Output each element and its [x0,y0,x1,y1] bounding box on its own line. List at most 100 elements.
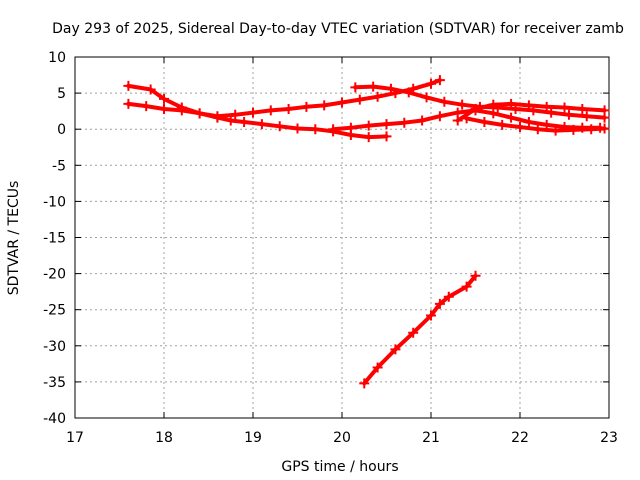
data-point [359,378,370,389]
x-axis-title: GPS time / hours [281,459,398,475]
data-point [461,281,472,292]
x-tick-label: 23 [600,430,618,446]
data-point [434,111,445,122]
data-point [523,100,534,111]
data-point [546,107,557,118]
data-point [586,124,597,135]
y-tick-label: 5 [57,86,66,102]
data-point [488,108,499,119]
data-point [123,98,134,109]
data-point [212,111,223,122]
data-point [426,78,436,89]
y-tick-label: 10 [48,50,66,66]
data-point [408,327,419,338]
data-point [319,100,330,111]
x-tick-label: 21 [422,430,440,446]
data-point [301,101,312,112]
data-point [283,103,294,114]
data-point [350,82,361,93]
data-point [399,117,410,128]
chart-title: Day 293 of 2025, Sidereal Day-to-day VTE… [52,21,624,37]
data-point [506,98,517,109]
data-point [274,121,285,132]
data-point [421,92,432,103]
y-tick-label: -25 [43,303,66,319]
data-point [265,105,276,116]
series-line [126,83,389,140]
data-point [372,362,383,373]
data-point [559,102,570,113]
data-point [368,81,379,92]
data-point [479,116,490,127]
data-point [381,131,392,142]
data-point [581,111,592,122]
y-axis-title: SDTVAR / TECUs [6,181,22,296]
series-track-4 [350,81,610,123]
data-point [470,270,481,281]
data-point [145,84,156,95]
data-point [354,94,365,105]
data-marks [123,75,610,389]
data-point [457,99,468,110]
data-point [532,124,543,135]
y-tick-label: -35 [43,375,66,391]
y-tick-label: 0 [57,122,66,138]
data-point [310,124,321,135]
series-track-5 [452,98,610,126]
data-point [568,124,579,135]
data-point [345,122,356,133]
data-point [523,116,534,127]
y-tick-label: -10 [43,194,66,210]
data-point [434,75,445,86]
data-point [470,103,481,114]
data-point [488,99,499,110]
data-point [390,344,401,355]
data-point [541,101,552,112]
data-point [176,105,187,116]
data-point [577,103,588,114]
axis-ticks: 17 18 19 20 21 22 23 10 5 0 -5 -10 -15 -20 -25 -30 -35 -4… [43,50,618,446]
data-point [461,113,472,124]
data-point [563,109,574,120]
x-tick-label: 17 [66,430,84,446]
data-point [230,109,241,120]
series-track-2 [123,75,445,122]
data-point [381,119,392,130]
x-tick-label: 22 [511,430,529,446]
data-point [385,83,396,94]
data-point [550,125,561,136]
data-point [239,116,250,127]
data-point [248,107,258,118]
data-point [372,91,383,102]
x-tick-label: 18 [155,430,173,446]
data-point [599,123,610,134]
data-point [434,298,445,309]
data-point [439,96,450,107]
x-tick-label: 20 [333,430,351,446]
series-track-7 [359,270,481,389]
data-point [506,112,517,123]
y-tick-label: -30 [43,339,66,355]
x-tick-label: 19 [244,430,262,446]
data-point [403,87,414,98]
data-point [426,310,436,321]
data-point [599,105,610,116]
data-point [452,115,463,126]
data-point [417,115,428,126]
data-point [256,119,267,130]
data-point [443,291,454,302]
series-line [126,78,442,119]
series-track-6 [461,113,610,136]
y-tick-label: -15 [43,231,66,247]
data-point [159,103,169,114]
y-tick-label: -20 [43,267,66,283]
data-point [497,119,508,130]
data-point [123,80,134,91]
data-point [159,93,169,104]
data-point [194,108,205,119]
data-point [515,122,525,133]
data-point [363,120,374,131]
y-tick-label: -40 [43,411,66,427]
data-point [337,97,347,108]
